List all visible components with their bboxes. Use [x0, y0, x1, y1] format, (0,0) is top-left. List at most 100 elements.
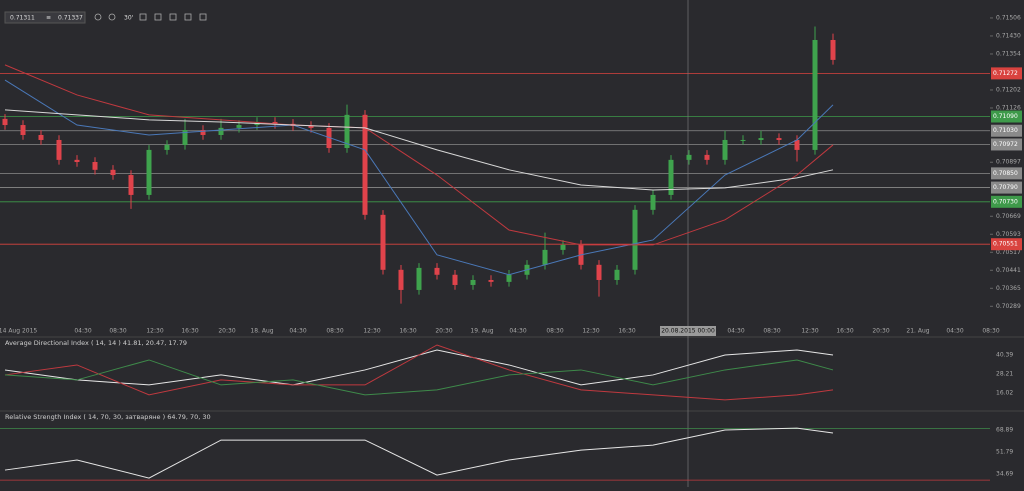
draw-tool[interactable]	[154, 13, 162, 21]
candle-body	[596, 264, 602, 280]
timeframe-button[interactable]: 30'	[124, 15, 134, 22]
screenshot-tool[interactable]	[184, 13, 192, 21]
y-tick-label: 0.70669	[996, 213, 1021, 220]
candle-body	[398, 269, 404, 290]
x-tick-label: 12:30	[146, 328, 163, 335]
candle-body	[362, 114, 368, 215]
candle-body	[56, 139, 62, 160]
candle-body	[164, 144, 170, 150]
candle-body	[722, 139, 728, 160]
candle-body	[272, 121, 278, 124]
x-tick-label: 08:30	[763, 328, 780, 335]
separator: ≡	[46, 15, 51, 22]
candle-body	[416, 267, 422, 290]
moving-average	[4, 109, 834, 191]
x-tick-label: 04:30	[74, 328, 91, 335]
crosshair-label: 20.08.2015 00:00	[661, 328, 715, 335]
candle-body	[704, 154, 710, 160]
x-tick-label: 16:30	[399, 328, 416, 335]
candle-body	[344, 114, 350, 149]
x-tick-label: 08:30	[326, 328, 343, 335]
price-tag-label: 0.71090	[993, 113, 1018, 120]
x-tick-label: 19. Aug	[470, 328, 493, 335]
bid-price: 0.71311	[10, 15, 35, 22]
x-tick-label: 14 Aug 2015	[0, 328, 37, 335]
rsi-line	[4, 427, 834, 479]
price-tag-label: 0.71030	[993, 127, 1018, 134]
candle-body	[110, 169, 116, 176]
y-tick-label: 0.70365	[996, 285, 1021, 292]
quote-box[interactable]	[4, 11, 86, 24]
candle-body	[128, 175, 134, 195]
price-tag-label: 0.70730	[993, 198, 1018, 205]
x-tick-label: 16:30	[618, 328, 635, 335]
candle-body	[614, 269, 620, 280]
price-tag	[991, 110, 1022, 123]
price-tag	[991, 195, 1022, 208]
price-tag-label: 0.70551	[993, 241, 1018, 248]
settings-tool[interactable]	[199, 13, 207, 21]
x-tick-label: 04:30	[509, 328, 526, 335]
candle-body	[38, 134, 44, 140]
moving-average	[4, 79, 834, 276]
moving-average	[4, 64, 834, 246]
candle-body	[20, 125, 26, 135]
adx-line	[4, 359, 834, 396]
candle-body	[308, 125, 314, 128]
candle-body	[236, 125, 242, 128]
adx-line	[4, 349, 834, 386]
crosshair-label-box	[660, 326, 716, 336]
candle-body	[560, 244, 566, 250]
candle-body	[434, 267, 440, 275]
y-tick-label: 16.02	[996, 389, 1013, 396]
y-tick-label: 0.71506	[996, 14, 1021, 21]
price-tag	[991, 181, 1022, 194]
candle-body	[542, 249, 548, 265]
candle-body	[830, 39, 836, 60]
candle-body	[452, 274, 458, 285]
candle-body	[146, 149, 152, 195]
indicator-tool[interactable]	[139, 13, 147, 21]
candle-body	[470, 279, 476, 285]
x-tick-label: 16:30	[836, 328, 853, 335]
fullscreen-tool[interactable]	[169, 13, 177, 21]
x-tick-label: 20:30	[435, 328, 452, 335]
x-tick-label: 16:30	[181, 328, 198, 335]
rsi-title: Relative Strength Index ( 14, 70, 30, за…	[5, 413, 211, 421]
y-tick-label: 0.70441	[996, 267, 1021, 274]
candle-body	[200, 130, 206, 135]
price-tag	[991, 67, 1022, 80]
price-tag-label: 0.70850	[993, 170, 1018, 177]
y-tick-label: 0.70289	[996, 303, 1021, 310]
candle-body	[506, 274, 512, 282]
candle-body	[686, 154, 692, 160]
y-tick-label: 0.70517	[996, 249, 1021, 256]
x-tick-label: 21. Aug	[906, 328, 929, 335]
price-tag-label: 0.71272	[993, 70, 1018, 77]
x-tick-label: 20:30	[872, 328, 889, 335]
zoom-in[interactable]	[108, 13, 116, 21]
price-tag-label: 0.70790	[993, 184, 1018, 191]
price-tag	[991, 167, 1022, 180]
x-tick-label: 04:30	[289, 328, 306, 335]
candle-body	[794, 139, 800, 150]
zoom-out[interactable]	[94, 13, 102, 21]
y-tick-label: 0.71430	[996, 32, 1021, 39]
y-tick-label: 0.71354	[996, 50, 1021, 57]
candle-body	[488, 279, 494, 282]
y-tick-label: 34.69	[996, 471, 1013, 478]
x-tick-label: 18. Aug	[250, 328, 273, 335]
adx-line	[4, 344, 834, 401]
y-tick-label: 40.39	[996, 351, 1013, 358]
price-tag	[991, 238, 1022, 251]
y-tick-label: 0.71126	[996, 104, 1021, 111]
adx-title: Average Directional Index ( 14, 14 ) 41.…	[5, 339, 187, 347]
x-tick-label: 20:30	[218, 328, 235, 335]
candle-body	[758, 138, 764, 140]
x-tick-label: 12:30	[801, 328, 818, 335]
toolbar	[94, 13, 207, 21]
y-tick-label: 0.71202	[996, 86, 1021, 93]
candle-body	[650, 194, 656, 210]
